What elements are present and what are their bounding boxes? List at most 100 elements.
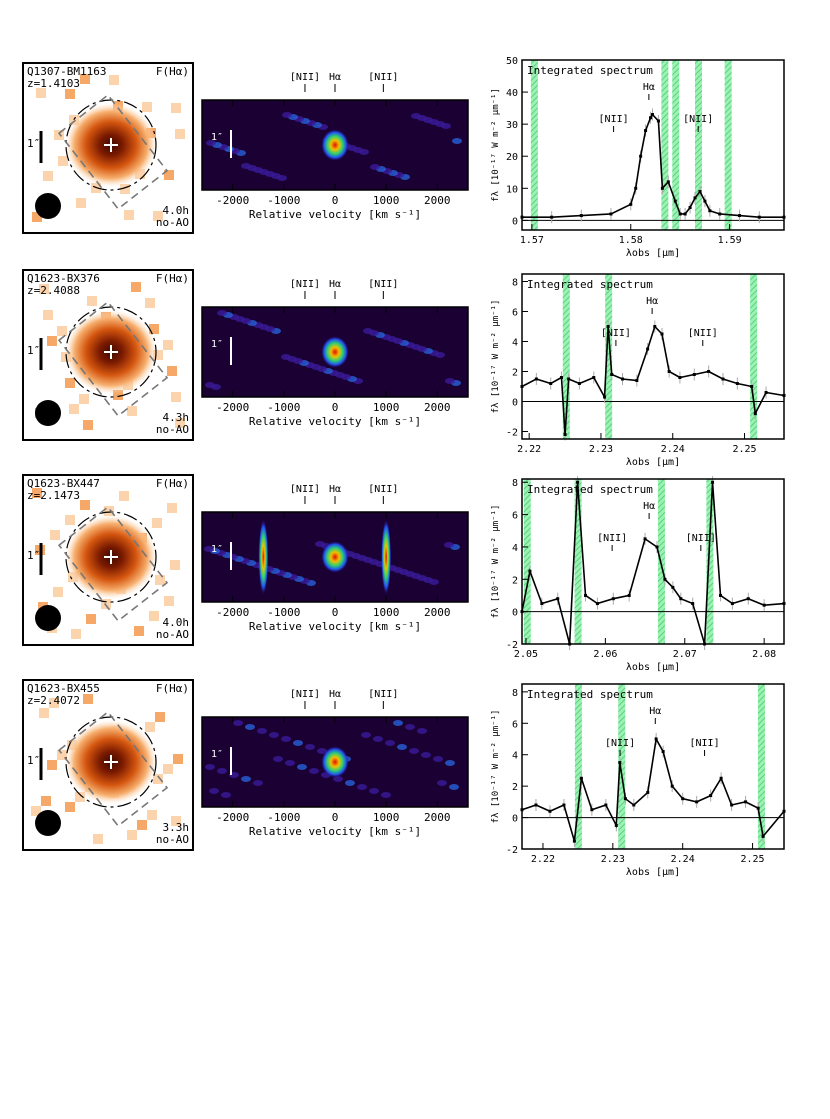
y-tick-label: 2 bbox=[512, 575, 518, 586]
spectrum-point bbox=[653, 325, 657, 328]
halpha-marker: Hα bbox=[329, 484, 341, 495]
map-pixel bbox=[50, 530, 60, 540]
redshift-label: z=2.4072 bbox=[27, 694, 80, 707]
velocity-tick-label: 0 bbox=[332, 811, 339, 824]
y-tick-label: 0 bbox=[512, 398, 518, 409]
sky-line-band bbox=[672, 60, 680, 230]
scale-label: 1″ bbox=[211, 339, 223, 350]
spectrum-point bbox=[730, 803, 734, 807]
x-tick-label: 2.22 bbox=[517, 444, 541, 455]
spectrum-point bbox=[718, 593, 722, 597]
noise-speck bbox=[345, 780, 355, 786]
center-cross-icon bbox=[104, 550, 118, 564]
noise-speck bbox=[205, 382, 215, 388]
spectrum-point bbox=[584, 593, 588, 597]
map-pixel bbox=[153, 350, 163, 360]
noise-speck bbox=[209, 788, 219, 794]
noise-speck bbox=[204, 546, 214, 552]
x-tick-label: 2.23 bbox=[589, 444, 613, 455]
noise-speck bbox=[233, 720, 243, 726]
spectrum-point bbox=[563, 433, 567, 436]
spectrum-point bbox=[744, 800, 748, 804]
y-tick-label: 0 bbox=[512, 216, 518, 227]
exposure-label: 4.0h bbox=[163, 204, 190, 217]
map-pixel bbox=[65, 515, 75, 525]
map-pixel bbox=[39, 708, 49, 718]
map-pixel bbox=[149, 324, 159, 334]
spectrum-point bbox=[592, 376, 596, 379]
integrated-spectrum-label: Integrated spectrum bbox=[527, 64, 653, 77]
nii-left-label: [NII] bbox=[601, 328, 631, 339]
x-axis-label: λobs [μm] bbox=[626, 248, 680, 259]
spectrum-point bbox=[667, 370, 671, 373]
sky-line-band bbox=[750, 274, 758, 439]
noise-speck bbox=[369, 788, 379, 794]
noise-speck bbox=[281, 736, 291, 742]
velocity-tick-label: 1000 bbox=[373, 401, 400, 414]
noise-speck bbox=[373, 736, 383, 742]
spectrum-point bbox=[656, 119, 660, 123]
spectrum-point bbox=[611, 597, 615, 601]
spectrum-point bbox=[534, 377, 538, 381]
halpha-2d-emission bbox=[321, 746, 349, 778]
map-pixel bbox=[32, 488, 42, 498]
map-pixel bbox=[86, 614, 96, 624]
x-tick-label: 2.23 bbox=[601, 854, 625, 865]
map-pixel bbox=[101, 599, 111, 609]
redshift-label: z=1.4103 bbox=[27, 77, 80, 90]
map-pixel bbox=[41, 796, 51, 806]
map-pixel bbox=[155, 575, 165, 585]
map-pixel bbox=[155, 712, 165, 722]
spectrum-point bbox=[756, 806, 760, 810]
map-pixel bbox=[104, 506, 114, 516]
sky-line-band bbox=[605, 274, 613, 439]
spectrum-point bbox=[761, 834, 765, 838]
center-cross-icon bbox=[104, 755, 118, 769]
spectrum-point bbox=[698, 190, 702, 194]
spectrum-point bbox=[695, 800, 699, 804]
halpha-marker: Hα bbox=[329, 689, 341, 700]
x-tick-label: 2.06 bbox=[593, 649, 617, 660]
noise-speck bbox=[449, 784, 459, 790]
map-type-label: F(Hα) bbox=[156, 65, 189, 78]
nii-left-marker: [NII] bbox=[290, 689, 320, 700]
slit-outline bbox=[57, 505, 169, 622]
spectrum-point bbox=[643, 537, 647, 541]
noise-speck bbox=[217, 310, 227, 316]
map-pixel bbox=[153, 211, 163, 221]
map-type-label: F(Hα) bbox=[156, 477, 189, 490]
map-pixel bbox=[142, 102, 152, 112]
spectrum-2d-panel: [NII] Hα [NII] 1″ -2000 -1000 0 1000 2000Relativ… bbox=[201, 72, 469, 221]
redshift-label: z=2.1473 bbox=[27, 489, 80, 502]
integrated-spectrum-label: Integrated spectrum bbox=[527, 688, 653, 701]
scale-label: 1″ bbox=[27, 137, 40, 150]
y-tick-label: 8 bbox=[512, 688, 518, 699]
spectrum-2d-panel: [NII] Hα [NII] 1″ -2000 -1000 0 1000 2000Relativ… bbox=[201, 689, 469, 838]
noise-speck bbox=[363, 328, 373, 334]
map-pixel bbox=[167, 503, 177, 513]
map-pixel bbox=[58, 156, 68, 166]
velocity-tick-label: -2000 bbox=[216, 606, 249, 619]
nii-left-label: [NII] bbox=[597, 533, 627, 544]
spectrum-point bbox=[660, 332, 664, 336]
spectrum-point bbox=[576, 480, 580, 484]
map-pixel bbox=[47, 336, 57, 346]
halpha-marker: Hα bbox=[329, 279, 341, 290]
noise-speck bbox=[433, 756, 443, 762]
map-type-label: F(Hα) bbox=[156, 272, 189, 285]
spectrum-point bbox=[549, 382, 553, 385]
center-cross-icon bbox=[104, 345, 118, 359]
map-pixel bbox=[71, 629, 81, 639]
spectrum-point bbox=[757, 215, 761, 219]
y-tick-label: 2 bbox=[512, 368, 518, 379]
velocity-tick-label: 2000 bbox=[424, 811, 451, 824]
spectrum-point bbox=[540, 602, 544, 606]
spectrum-point bbox=[679, 597, 683, 601]
scale-label: 1″ bbox=[211, 132, 223, 143]
spectrum-point bbox=[528, 569, 532, 573]
map-pixel bbox=[80, 500, 90, 510]
mode-label: no-AO bbox=[156, 628, 189, 641]
spectrum-point bbox=[670, 784, 674, 788]
map-pixel bbox=[175, 418, 185, 428]
